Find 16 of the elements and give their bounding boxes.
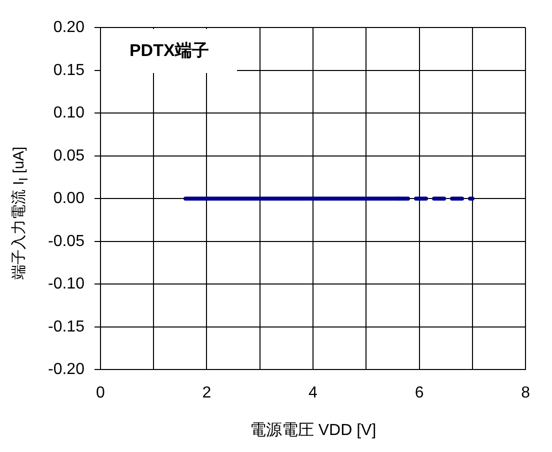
x-axis-title: 電源電圧 VDD [V] bbox=[250, 422, 376, 439]
x-tick-label: 4 bbox=[308, 384, 318, 402]
y-tick-label: 0.05 bbox=[53, 147, 85, 164]
x-tick-label: 8 bbox=[521, 384, 530, 402]
label-box: PDTX端子 bbox=[101, 28, 237, 73]
x-tick-label: 2 bbox=[202, 384, 212, 402]
y-tick-label: -0.15 bbox=[48, 318, 85, 336]
x-tick-label: 0 bbox=[96, 384, 106, 402]
y-tick-label: 0.15 bbox=[53, 62, 85, 79]
y-tick-label: 0.10 bbox=[53, 104, 85, 122]
y-tick-label: 0.00 bbox=[53, 190, 85, 208]
y-tick-label: -0.20 bbox=[48, 361, 85, 378]
y-tick-label: -0.05 bbox=[48, 232, 85, 250]
y-tick-label: 0.20 bbox=[53, 19, 85, 36]
x-tick-label: 6 bbox=[414, 384, 424, 402]
y-tick-label: -0.10 bbox=[48, 276, 85, 293]
